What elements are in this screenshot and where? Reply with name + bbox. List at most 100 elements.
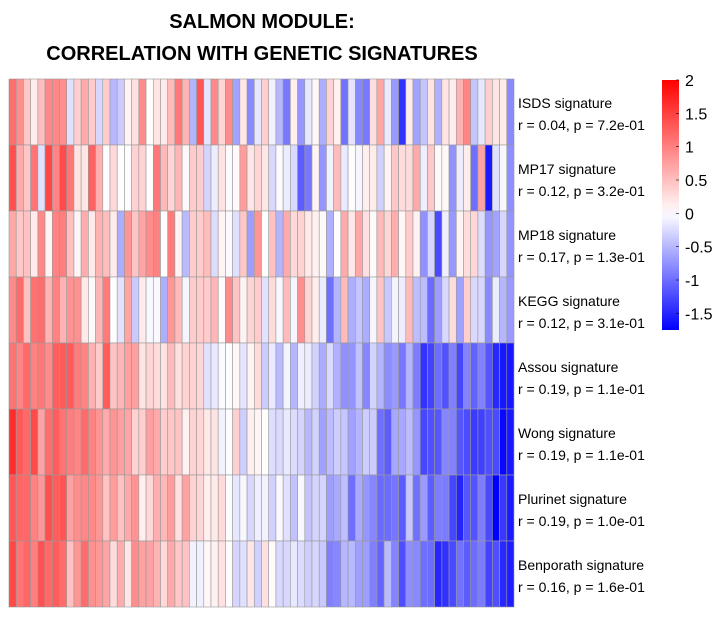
heatmap-cell xyxy=(448,78,457,146)
heatmap-cell xyxy=(304,144,313,212)
heatmap-cell xyxy=(124,210,132,278)
legend-tick-label: 1.5 xyxy=(685,106,707,123)
heatmap-cell xyxy=(23,342,31,410)
heatmap-cell xyxy=(311,474,320,542)
heatmap-cell xyxy=(499,342,508,410)
heatmap-cell xyxy=(369,210,378,278)
heatmap-cell xyxy=(455,474,464,542)
heatmap-cell xyxy=(246,342,255,410)
heatmap-cell xyxy=(189,342,197,410)
heatmap-cell xyxy=(448,474,457,542)
heatmap-cell xyxy=(499,144,508,212)
heatmap-cell xyxy=(448,210,457,278)
heatmap-cell xyxy=(51,474,60,542)
heatmap-cell xyxy=(37,78,46,146)
heatmap-cell xyxy=(434,408,443,476)
heatmap-cell xyxy=(304,540,313,608)
heatmap-cell xyxy=(145,408,154,476)
heatmap-cell xyxy=(253,342,262,410)
heatmap-cell xyxy=(44,144,53,212)
heatmap-cell xyxy=(463,78,472,146)
heatmap-cell xyxy=(268,474,277,542)
heatmap-cell xyxy=(196,144,205,212)
heatmap-cell xyxy=(88,144,96,212)
heatmap-cell xyxy=(376,408,385,476)
heatmap-cell xyxy=(304,474,313,542)
heatmap-cell xyxy=(434,342,443,410)
heatmap-cell xyxy=(66,474,75,542)
heatmap-cell xyxy=(398,144,407,212)
heatmap-cell xyxy=(369,276,378,344)
heatmap-cell xyxy=(268,210,277,278)
heatmap-cell xyxy=(383,408,392,476)
heatmap-cell xyxy=(441,474,450,542)
heatmap-cell xyxy=(434,210,443,278)
heatmap-cell xyxy=(340,276,349,344)
heatmap-cell xyxy=(189,540,197,608)
legend-color-bar xyxy=(662,80,679,330)
heatmap-cell xyxy=(347,408,356,476)
heatmap-cell xyxy=(463,276,472,344)
heatmap-cell xyxy=(167,540,176,608)
heatmap-cell xyxy=(499,210,508,278)
heatmap-cell xyxy=(15,144,24,212)
heatmap-cell xyxy=(427,210,435,278)
row-labels: ISDS signature r = 0.04, p = 7.2e-01 MP17 … xyxy=(518,95,645,595)
heatmap-cell xyxy=(340,540,349,608)
heatmap-cell xyxy=(391,540,399,608)
heatmap-cell xyxy=(174,144,183,212)
heatmap-cell xyxy=(362,78,371,146)
row-label-name: Plurinet signature xyxy=(518,491,627,507)
heatmap-cell xyxy=(340,474,349,542)
heatmap-cell xyxy=(44,474,53,542)
heatmap-cell xyxy=(347,210,356,278)
heatmap-cell xyxy=(152,78,161,146)
heatmap-cell xyxy=(51,144,60,212)
heatmap-cell xyxy=(124,474,132,542)
heatmap-cell xyxy=(369,78,378,146)
heatmap-cell xyxy=(499,78,508,146)
heatmap-cell xyxy=(59,408,68,476)
heatmap-cell xyxy=(261,540,270,608)
heatmap-cell xyxy=(347,342,356,410)
heatmap-cell xyxy=(470,540,479,608)
heatmap-cell xyxy=(160,144,169,212)
heatmap-cell xyxy=(232,342,241,410)
heatmap-cell xyxy=(405,276,414,344)
heatmap-cell xyxy=(362,144,371,212)
heatmap-cell xyxy=(88,210,96,278)
heatmap-cell xyxy=(152,474,161,542)
heatmap-cell xyxy=(181,540,190,608)
heatmap-cell xyxy=(297,408,306,476)
heatmap-cell xyxy=(318,474,327,542)
heatmap-cell xyxy=(318,144,327,212)
row-label-stat: r = 0.19, p = 1.1e-01 xyxy=(518,381,645,397)
heatmap-cell xyxy=(210,78,219,146)
heatmap-cell xyxy=(152,144,161,212)
heatmap-cell xyxy=(484,210,493,278)
heatmap-cell xyxy=(448,408,457,476)
heatmap-cell xyxy=(167,408,176,476)
heatmap-cell xyxy=(30,276,39,344)
heatmap-cell xyxy=(189,144,197,212)
heatmap-cell xyxy=(470,276,479,344)
heatmap-cell xyxy=(167,210,176,278)
heatmap-cell xyxy=(23,210,31,278)
heatmap-cell xyxy=(73,342,82,410)
heatmap-cell xyxy=(152,210,161,278)
heatmap-cell xyxy=(30,540,39,608)
heatmap-cell xyxy=(8,144,17,212)
heatmap-cell xyxy=(492,144,500,212)
heatmap-cell xyxy=(275,342,284,410)
heatmap-cell xyxy=(8,540,17,608)
heatmap-cell xyxy=(51,342,60,410)
heatmap-cell xyxy=(412,408,421,476)
heatmap-cell xyxy=(354,342,363,410)
heatmap-cell xyxy=(470,342,479,410)
heatmap-cell xyxy=(225,540,233,608)
heatmap-cell xyxy=(275,144,284,212)
heatmap-cell xyxy=(290,210,298,278)
heatmap-cell xyxy=(434,144,443,212)
heatmap-cell xyxy=(203,474,212,542)
heatmap-cell xyxy=(434,276,443,344)
